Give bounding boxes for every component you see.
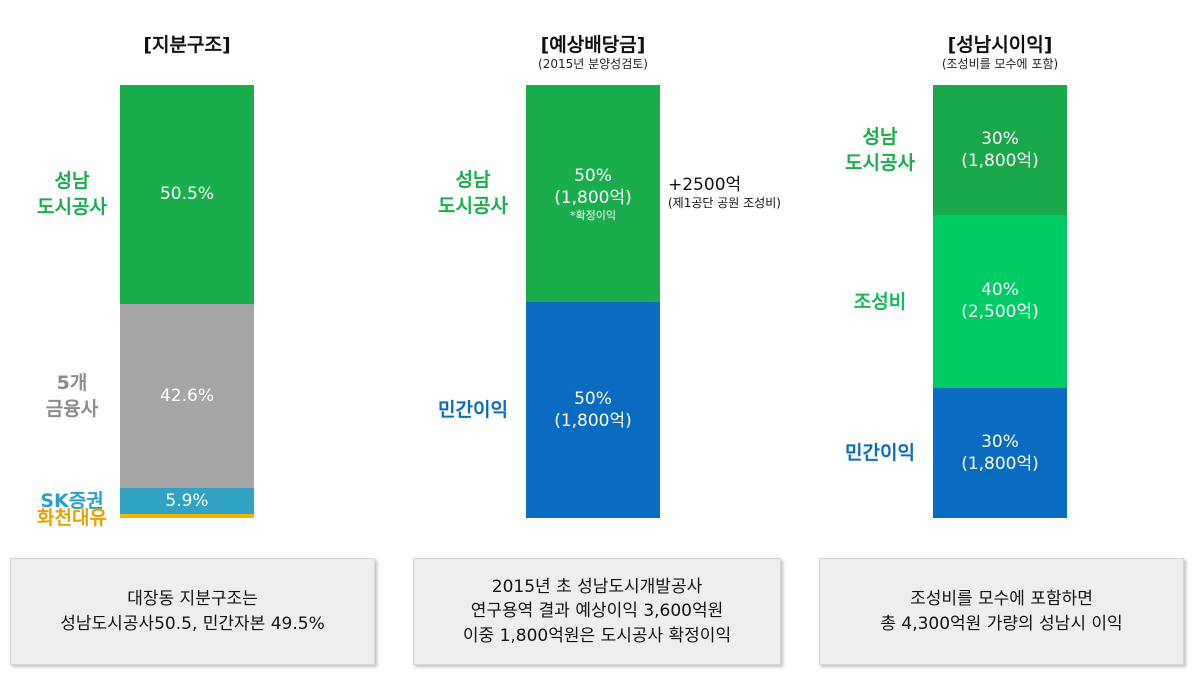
chart-subtitle-2: (2015년 분양성검토): [538, 57, 648, 71]
bar-segment-1-4: 1.0%: [120, 513, 254, 518]
segment-label-1-3: SK증권: [40, 489, 104, 512]
bar-segment-2-1: 50% (1,800억) *확정이익: [526, 85, 660, 302]
note-label: *확정이익: [570, 208, 616, 222]
segment-label-2-1: 성남 도시공사: [438, 169, 508, 218]
data-label: 50%: [574, 388, 612, 409]
chart-title-1: [지분구조]: [143, 34, 231, 56]
chart-title-3: [성남시이익]: [947, 34, 1053, 56]
chart-subtitle-3: (조성비를 모수에 포함): [941, 57, 1059, 71]
bar-segment-1-1: 50.5%: [120, 85, 254, 304]
bar-segment-1-3: 5.9%: [120, 488, 254, 514]
amount-label: (1,800억): [961, 454, 1039, 475]
segment-label-1-4: 화천대유: [37, 506, 107, 529]
segment-label-3-3: 민간이익: [845, 442, 915, 465]
caption-text-3: 조성비를 모수에 포함하면 총 4,300억원 가량의 성남시 이익: [880, 588, 1123, 634]
segment-label-2-2: 민간이익: [438, 398, 508, 421]
segment-label-1-2: 5개 금융사: [45, 371, 99, 420]
bar-segment-3-1: 30% (1,800억): [933, 85, 1067, 215]
data-label: 42.6%: [159, 385, 214, 406]
data-label: 5.9%: [165, 490, 209, 511]
amount-label: (1,800억): [554, 410, 632, 431]
bar-segment-3-3: 30% (1,800억): [933, 388, 1067, 518]
annotation-note: (제1공단 공원 조성비): [668, 196, 781, 210]
segment-label-3-2: 조성비: [853, 290, 907, 313]
caption-box-3: 조성비를 모수에 포함하면 총 4,300억원 가량의 성남시 이익: [819, 558, 1184, 665]
annotation-value: +2500억: [668, 175, 742, 195]
caption-text-2: 2015년 초 성남도시개발공사 연구용역 결과 예상이익 3,600억원 이중…: [462, 576, 732, 646]
bar-segment-3-2: 40% (2,500억): [933, 214, 1067, 389]
data-label: 30%: [981, 128, 1019, 149]
amount-label: (1,800억): [961, 150, 1039, 171]
amount-label: (2,500억): [961, 302, 1039, 323]
amount-label: (1,800억): [554, 187, 632, 208]
data-label: 40%: [981, 280, 1019, 301]
bar-segment-1-2: 42.6%: [120, 303, 254, 489]
caption-text-1: 대장동 지분구조는 성남도시공사50.5, 민간자본 49.5%: [60, 588, 325, 634]
data-label: 50.5%: [159, 184, 214, 205]
data-label: 1.0%: [167, 514, 208, 518]
data-label: 30%: [981, 431, 1019, 452]
caption-box-1: 대장동 지분구조는 성남도시공사50.5, 민간자본 49.5%: [10, 558, 375, 665]
segment-label-1-1: 성남 도시공사: [37, 170, 107, 219]
segment-label-3-1: 성남 도시공사: [845, 125, 915, 174]
data-label: 50%: [574, 165, 612, 186]
caption-box-2: 2015년 초 성남도시개발공사 연구용역 결과 예상이익 3,600억원 이중…: [413, 558, 781, 665]
chart-title-2: [예상배당금]: [540, 34, 646, 56]
bar-segment-2-2: 50% (1,800억): [526, 301, 660, 518]
